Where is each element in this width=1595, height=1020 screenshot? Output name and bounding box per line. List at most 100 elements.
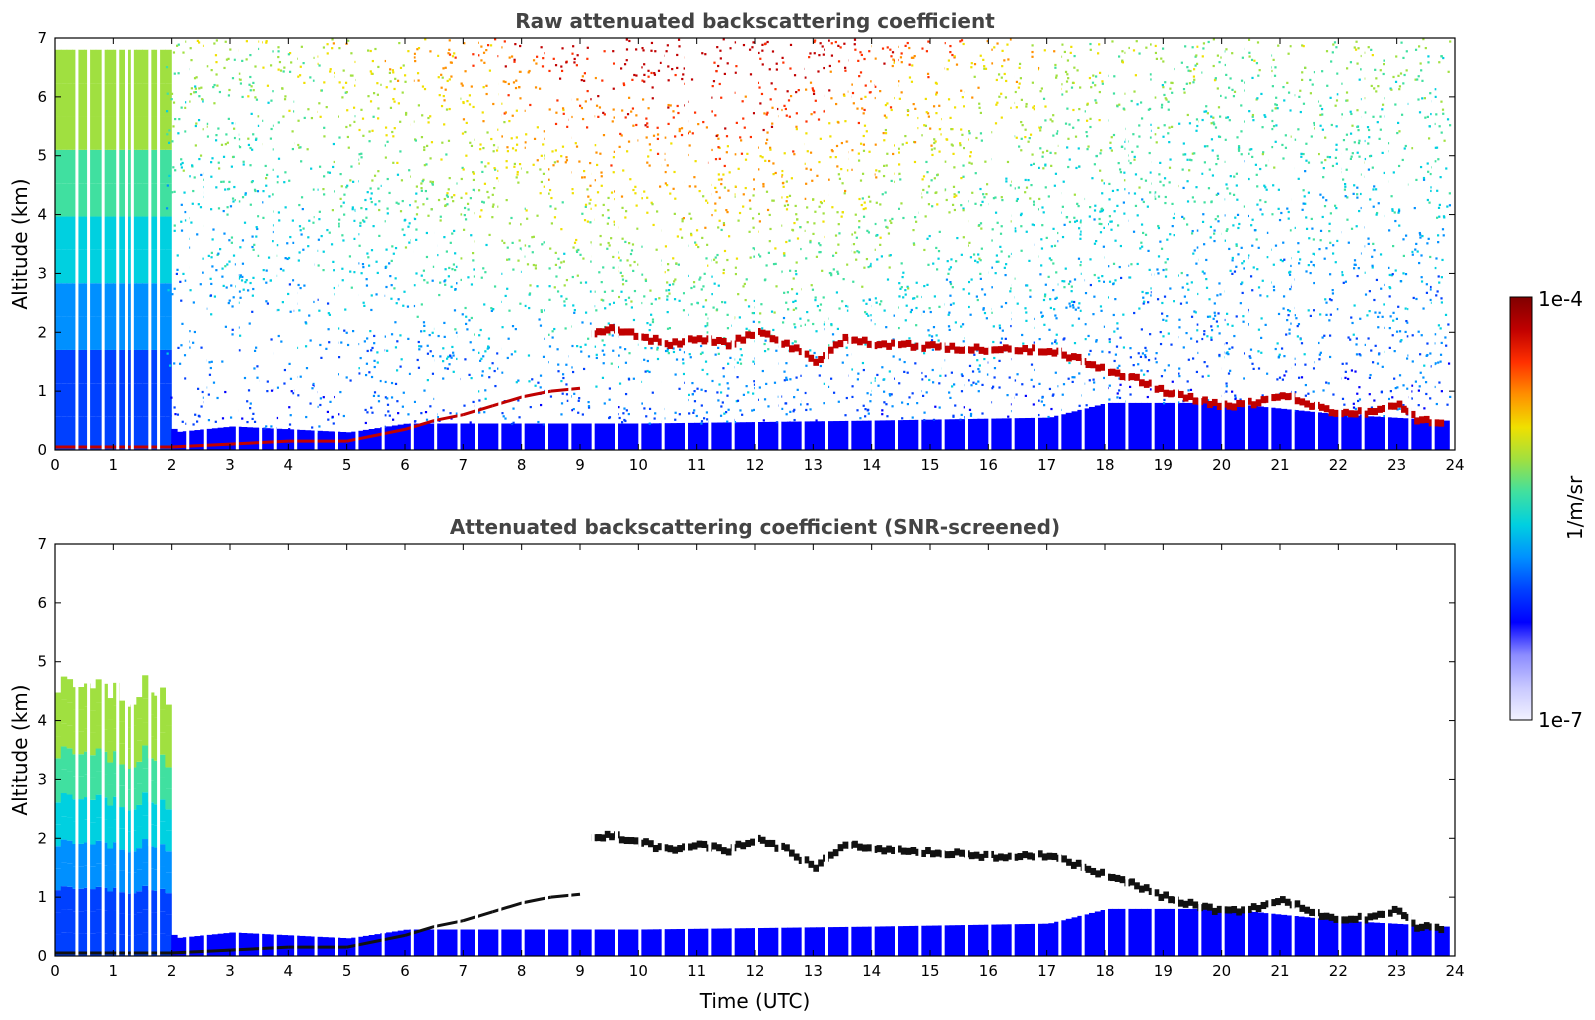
heat-cell <box>1391 209 1394 212</box>
heat-cell <box>1415 242 1418 246</box>
heat-cell <box>648 422 651 425</box>
heat-cell <box>228 88 231 92</box>
heat-cell <box>370 406 373 409</box>
heat-cell <box>1426 198 1429 202</box>
heat-cell <box>746 422 753 450</box>
heat-cell <box>621 237 624 240</box>
heat-cell <box>595 423 602 450</box>
heat-cell <box>827 344 830 347</box>
heat-cell <box>226 206 229 209</box>
heat-cell <box>978 102 981 105</box>
heat-cell <box>1372 205 1375 208</box>
heat-cell <box>806 403 809 406</box>
heat-cell <box>1213 229 1216 232</box>
heat-cell <box>360 156 363 159</box>
heat-cell <box>648 370 651 374</box>
heat-cell <box>1193 200 1196 203</box>
heat-cell <box>397 202 400 205</box>
heat-cell <box>595 356 598 360</box>
heat-cell <box>374 428 381 450</box>
heat-cell <box>198 157 201 161</box>
heat-cell <box>95 149 103 184</box>
heat-cell <box>664 245 667 248</box>
heat-cell <box>396 340 399 343</box>
heat-cell <box>1136 145 1139 148</box>
heat-cell <box>799 403 803 406</box>
heat-cell <box>772 199 775 202</box>
heat-cell <box>867 412 870 415</box>
heat-cell <box>1061 279 1064 283</box>
heat-cell <box>420 412 423 415</box>
heat-cell <box>979 187 982 191</box>
heat-cell <box>1141 290 1144 294</box>
heat-cell <box>1073 216 1076 219</box>
heat-cell <box>351 208 354 211</box>
heat-cell <box>885 116 888 119</box>
heat-cell <box>845 396 848 400</box>
heat-cell <box>746 152 749 155</box>
heat-cell <box>1016 302 1019 305</box>
heat-cell <box>166 133 169 136</box>
heat-cell <box>1336 308 1339 311</box>
heat-cell <box>998 327 1002 330</box>
heat-cell <box>332 42 335 45</box>
heat-cell <box>1398 407 1401 410</box>
heat-cell <box>384 396 387 399</box>
heat-cell <box>241 275 244 279</box>
heat-cell <box>835 291 839 294</box>
heat-cell <box>1158 173 1161 176</box>
heat-cell <box>420 274 423 277</box>
heat-cell <box>341 96 344 99</box>
heat-cell <box>348 255 352 258</box>
heat-cell <box>1067 282 1071 286</box>
heat-cell <box>1215 193 1218 196</box>
heat-cell <box>981 200 984 203</box>
heat-cell <box>1005 263 1008 266</box>
heat-cell <box>734 422 742 450</box>
heat-cell <box>913 160 917 164</box>
heat-cell <box>1212 38 1215 41</box>
heat-cell <box>868 420 875 450</box>
heat-cell <box>1414 248 1417 251</box>
heat-cell <box>736 376 739 379</box>
heat-cell <box>1101 80 1104 83</box>
heat-cell <box>884 191 887 194</box>
heat-cell <box>887 232 891 235</box>
heat-cell <box>903 370 906 373</box>
heat-cell <box>1186 113 1189 117</box>
heat-cell <box>720 228 723 232</box>
heat-cell <box>955 419 962 450</box>
heat-cell <box>699 276 702 279</box>
heat-cell <box>883 378 886 381</box>
heat-cell <box>1331 51 1334 54</box>
heat-cell <box>1426 115 1429 119</box>
heat-cell <box>923 418 926 422</box>
heat-cell <box>1368 290 1371 293</box>
heat-cell <box>217 207 221 210</box>
heat-cell <box>310 167 313 170</box>
heat-cell <box>455 331 459 334</box>
heat-cell <box>232 296 235 299</box>
heat-cell <box>1394 386 1397 390</box>
heat-cell <box>477 351 480 354</box>
heat-cell <box>153 116 161 150</box>
heat-cell <box>860 97 863 100</box>
heat-cell <box>1251 115 1254 118</box>
heat-cell <box>870 91 873 94</box>
heat-cell <box>362 429 370 450</box>
heat-cell <box>1397 305 1400 308</box>
heat-cell <box>891 51 895 54</box>
heat-cell <box>1235 243 1238 246</box>
heat-cell <box>899 287 902 290</box>
heat-cell <box>580 79 583 82</box>
heat-cell <box>792 308 795 311</box>
heat-cell <box>101 83 108 117</box>
heat-cell <box>1132 49 1136 52</box>
heat-cell <box>1194 55 1197 58</box>
heat-cell <box>1210 325 1213 328</box>
heat-cell <box>1240 282 1243 286</box>
heat-cell <box>169 414 172 417</box>
heat-cell <box>318 64 321 67</box>
heat-cell <box>776 421 779 424</box>
heat-cell <box>1003 59 1006 62</box>
